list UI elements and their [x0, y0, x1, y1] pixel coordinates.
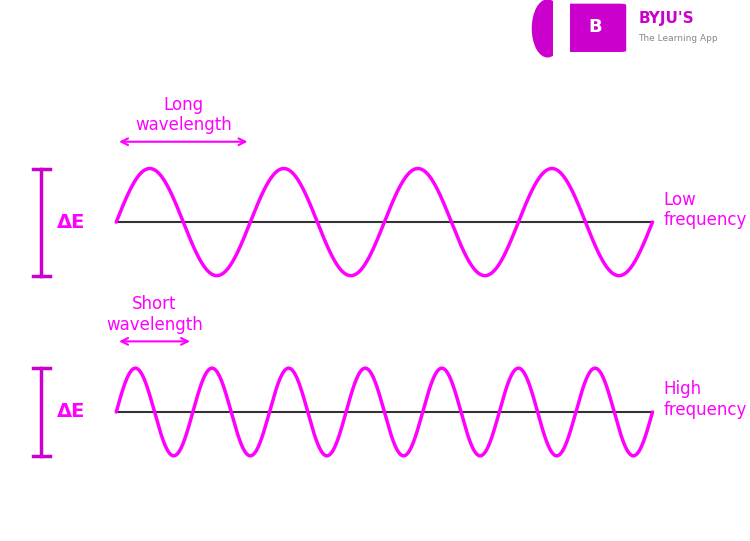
Text: ELECTROMAGNETIC RADIATION: ELECTROMAGNETIC RADIATION	[16, 18, 404, 38]
Text: High
frequency: High frequency	[664, 380, 747, 419]
Text: ΔE: ΔE	[57, 213, 86, 232]
FancyBboxPatch shape	[562, 2, 628, 54]
Text: The Learning App: The Learning App	[638, 34, 718, 43]
Text: BYJU'S: BYJU'S	[638, 11, 694, 25]
Text: Long
wavelength: Long wavelength	[135, 96, 232, 134]
Ellipse shape	[532, 0, 562, 57]
Text: Short
wavelength: Short wavelength	[106, 295, 203, 334]
Text: B: B	[589, 18, 602, 36]
Text: ΔE: ΔE	[57, 403, 86, 421]
Text: Low
frequency: Low frequency	[664, 190, 747, 229]
Bar	[553, 0, 608, 57]
